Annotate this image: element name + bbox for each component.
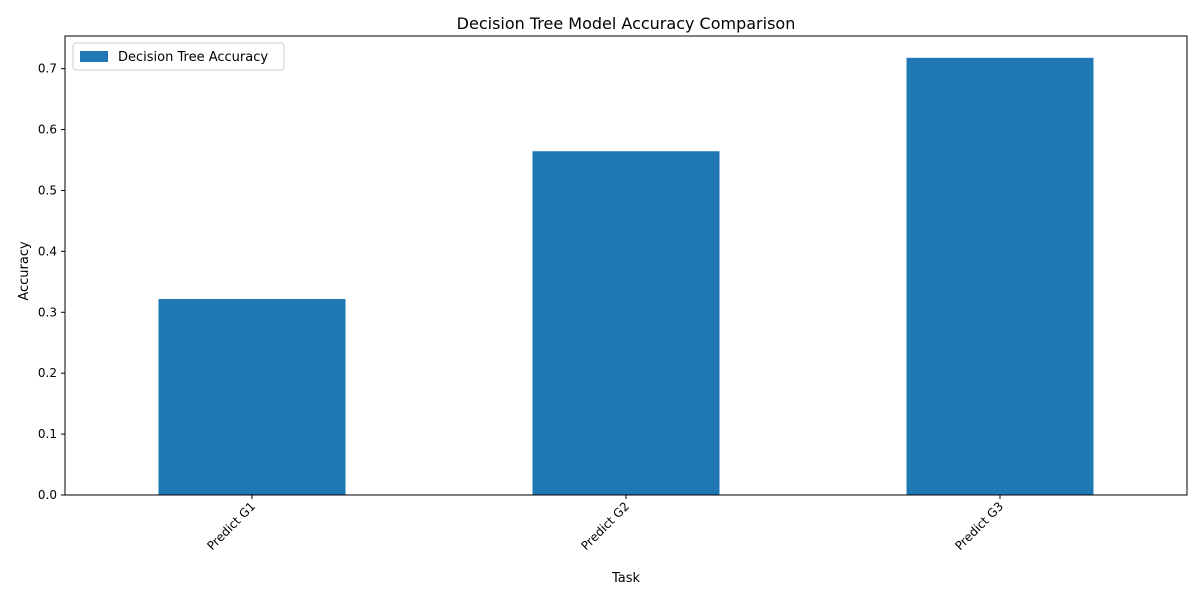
y-axis-label: Accuracy: [17, 241, 32, 301]
y-tick-label: 0.1: [38, 427, 57, 441]
x-axis-label: Task: [611, 571, 641, 586]
y-tick-label: 0.5: [38, 183, 57, 197]
legend: Decision Tree Accuracy: [72, 42, 285, 71]
y-tick-label: 0.3: [38, 305, 57, 319]
y-axis: 0.0 0.1 0.2 0.3 0.4 0.5 0.6 0.7: [38, 62, 65, 502]
bar-predict-g3: [906, 57, 1094, 496]
bar-predict-g1: [158, 298, 346, 495]
legend-label: Decision Tree Accuracy: [118, 50, 268, 65]
y-tick-label: 0.6: [38, 123, 57, 137]
y-tick-label: 0.0: [38, 488, 57, 502]
bar-predict-g2: [532, 151, 720, 496]
y-tick-label: 0.2: [38, 366, 57, 380]
x-axis: Predict G1 Predict G2 Predict G3: [204, 495, 1006, 553]
chart-title: Decision Tree Model Accuracy Comparison: [457, 14, 796, 33]
x-tick-label: Predict G1: [204, 499, 258, 553]
x-tick-label: Predict G2: [578, 499, 632, 553]
y-tick-label: 0.4: [38, 244, 57, 258]
legend-frame: [72, 42, 285, 71]
x-tick-label: Predict G3: [952, 499, 1006, 553]
legend-swatch: [80, 51, 108, 62]
y-tick-label: 0.7: [38, 62, 57, 76]
plot-area: [64, 35, 1188, 496]
